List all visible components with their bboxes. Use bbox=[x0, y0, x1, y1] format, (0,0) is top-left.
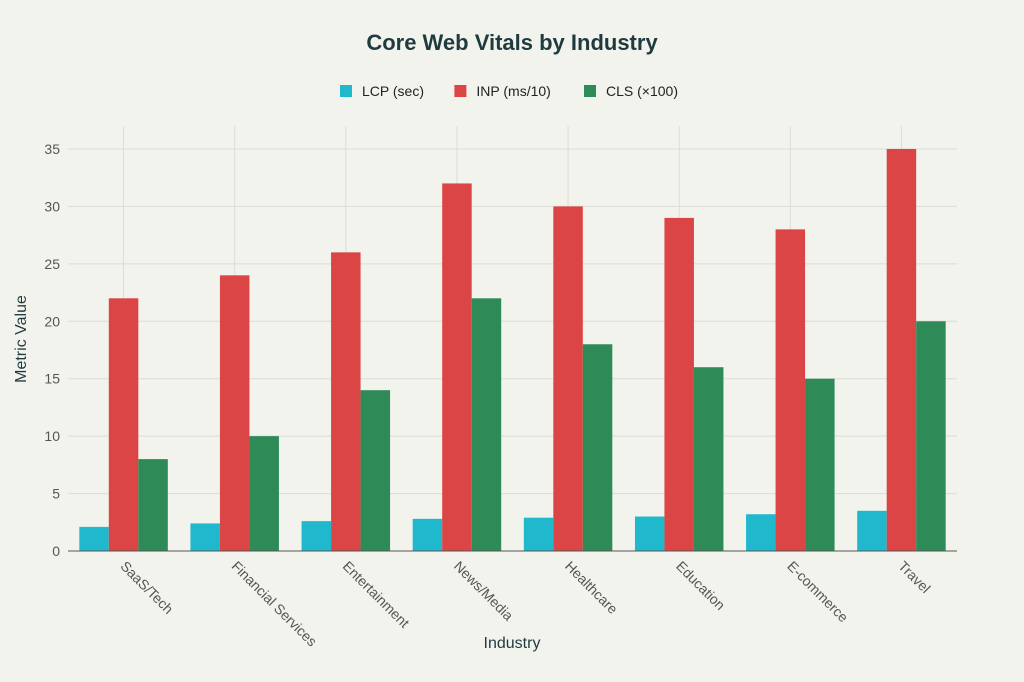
bar bbox=[523, 517, 554, 551]
bar bbox=[79, 526, 109, 551]
x-tick-label: SaaS/Tech bbox=[117, 558, 176, 617]
y-tick-label: 10 bbox=[44, 428, 60, 444]
legend-label: CLS (×100) bbox=[606, 83, 678, 99]
bar bbox=[249, 436, 279, 551]
bar bbox=[301, 521, 332, 551]
bar bbox=[190, 523, 220, 551]
bar bbox=[331, 252, 361, 551]
bar bbox=[471, 298, 502, 551]
x-tick-label: E-commerce bbox=[784, 558, 852, 626]
legend-swatch bbox=[584, 85, 596, 97]
legend-swatch bbox=[454, 85, 467, 97]
x-tick-label: Healthcare bbox=[562, 558, 621, 617]
chart-title: Core Web Vitals by Industry bbox=[366, 30, 658, 55]
y-axis-label: Metric Value bbox=[13, 295, 30, 383]
bar bbox=[442, 183, 472, 551]
y-tick-label: 35 bbox=[44, 141, 60, 157]
y-tick-label: 25 bbox=[44, 256, 60, 272]
y-tick-label: 5 bbox=[52, 486, 60, 502]
legend: LCP (sec) INP (ms/10) CLS (×100) bbox=[340, 83, 678, 99]
bar bbox=[108, 298, 139, 551]
legend-label: LCP (sec) bbox=[362, 83, 424, 99]
legend-swatch bbox=[340, 85, 352, 97]
legend-label: INP (ms/10) bbox=[476, 83, 550, 99]
bar bbox=[857, 510, 887, 551]
x-tick-label: Entertainment bbox=[340, 558, 413, 631]
x-tick-label: Travel bbox=[895, 558, 933, 596]
bar bbox=[805, 378, 835, 551]
bar bbox=[219, 275, 250, 551]
bar bbox=[582, 344, 613, 551]
y-tick-label: 30 bbox=[44, 198, 60, 214]
bar bbox=[634, 516, 665, 551]
y-tick-label: 20 bbox=[44, 313, 60, 329]
y-tick-label: 15 bbox=[44, 371, 60, 387]
bar bbox=[553, 206, 583, 552]
bar bbox=[693, 367, 724, 551]
bar bbox=[886, 148, 917, 552]
x-tick-label: News/Media bbox=[451, 558, 517, 624]
bar bbox=[664, 217, 694, 551]
bar bbox=[916, 321, 946, 551]
bar bbox=[412, 518, 443, 551]
bars bbox=[79, 148, 946, 552]
y-axis-ticks: 0 5 10 15 20 25 30 35 bbox=[44, 141, 60, 559]
bar bbox=[746, 514, 776, 551]
y-tick-label: 0 bbox=[52, 543, 60, 559]
bar bbox=[775, 229, 806, 552]
x-axis-label: Industry bbox=[484, 635, 541, 652]
x-tick-label: Education bbox=[673, 558, 728, 613]
x-tick-label: Financial Services bbox=[229, 558, 321, 650]
bar bbox=[360, 390, 391, 551]
bar bbox=[138, 459, 168, 551]
